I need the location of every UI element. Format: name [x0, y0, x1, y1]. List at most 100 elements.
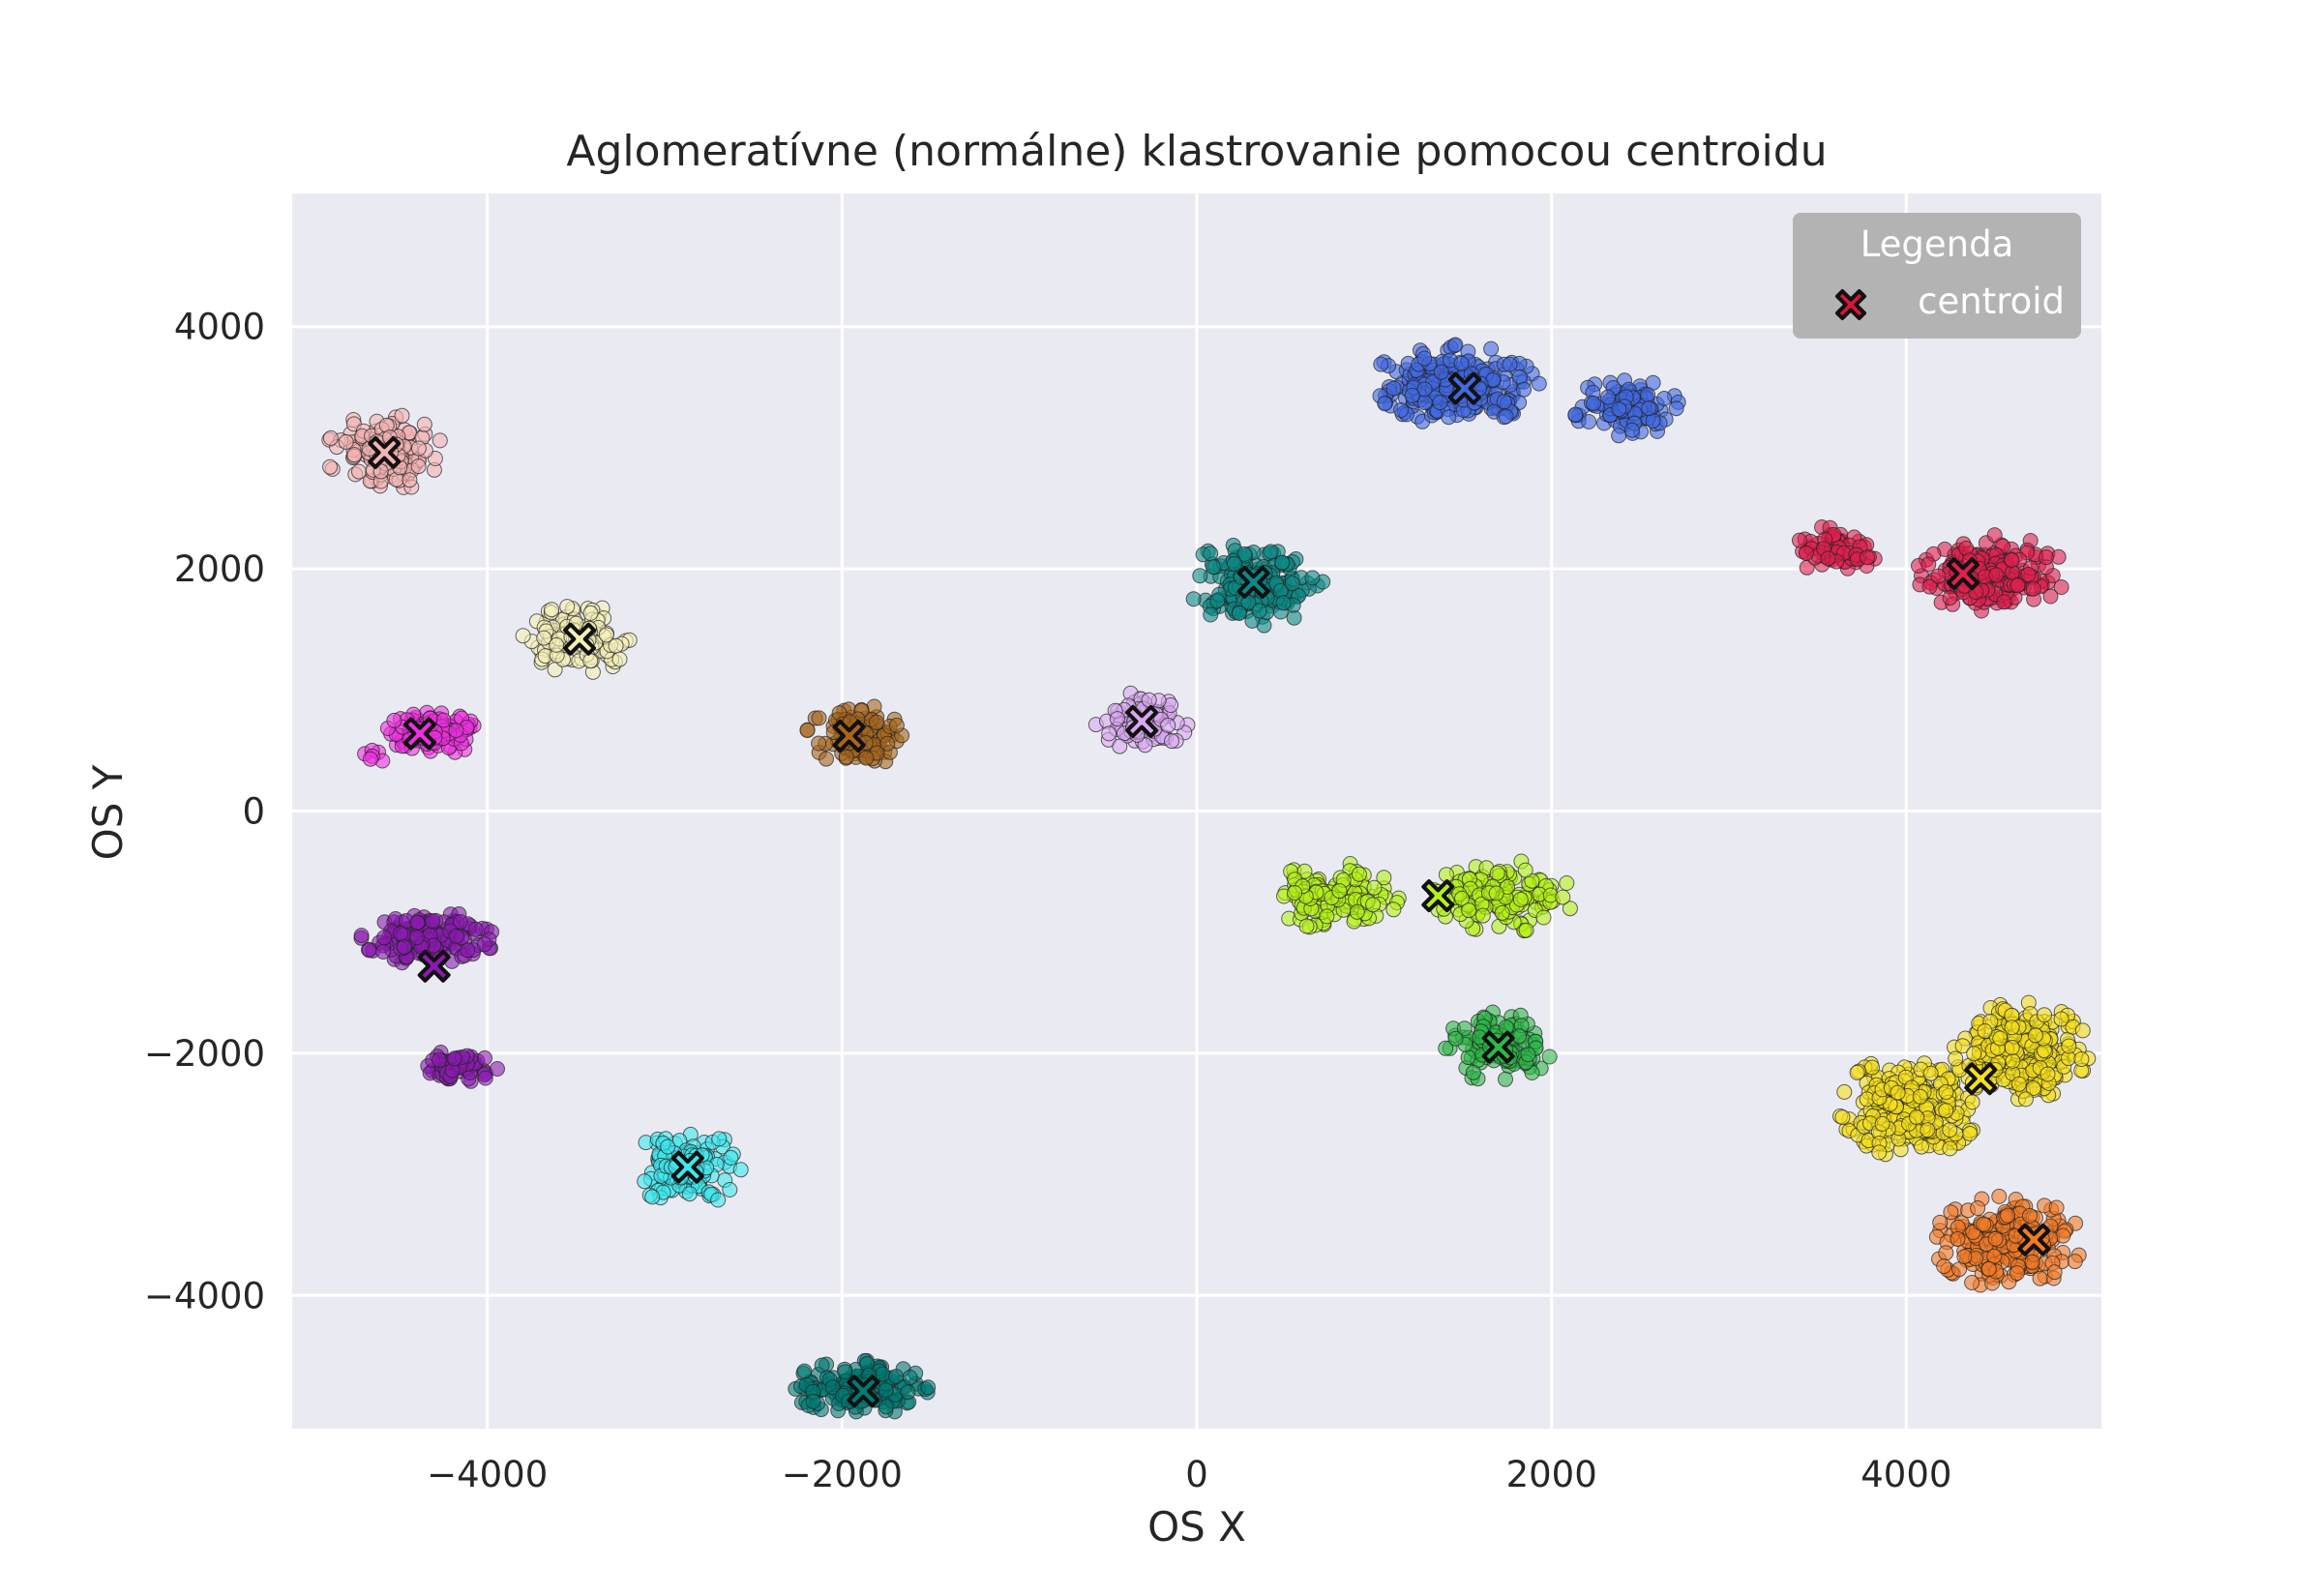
data-point	[1936, 1258, 1952, 1275]
data-point	[1205, 559, 1221, 576]
data-point	[361, 942, 377, 959]
data-point	[1185, 591, 1202, 607]
data-point	[1559, 875, 1575, 891]
data-point	[1791, 532, 1807, 548]
data-point	[2025, 580, 2041, 597]
data-point	[1275, 595, 1292, 611]
data-point	[1251, 603, 1267, 619]
data-point	[1834, 1109, 1851, 1126]
data-point	[1986, 527, 2003, 544]
data-point	[1640, 387, 1656, 403]
data-point	[838, 749, 854, 765]
data-point	[1160, 717, 1176, 733]
data-point	[1991, 1188, 2008, 1204]
data-point	[869, 714, 884, 730]
data-point	[1531, 375, 1547, 392]
data-point	[1668, 400, 1684, 417]
data-point	[902, 1370, 918, 1385]
data-point	[1623, 422, 1640, 438]
data-point	[2027, 1027, 2043, 1044]
data-point	[1871, 1144, 1888, 1161]
data-point	[1385, 901, 1402, 918]
data-point	[920, 1379, 937, 1396]
data-point	[723, 1149, 739, 1166]
data-point	[432, 1051, 448, 1068]
data-point	[1209, 593, 1226, 609]
data-point	[2074, 1022, 2091, 1039]
data-point	[1962, 1126, 1979, 1141]
data-point	[376, 930, 393, 946]
data-point	[2004, 552, 2020, 569]
data-point	[460, 942, 476, 959]
data-point	[837, 1364, 853, 1380]
data-point	[2017, 1091, 2034, 1108]
data-point	[2053, 579, 2069, 595]
data-point	[1377, 396, 1393, 412]
data-point	[1964, 1275, 1980, 1290]
data-point	[477, 1070, 493, 1086]
data-point	[1141, 692, 1157, 708]
data-point	[410, 440, 427, 457]
data-point	[1977, 1023, 1993, 1039]
data-point	[1489, 865, 1505, 881]
data-point	[353, 928, 370, 944]
data-point	[515, 628, 531, 644]
data-point	[1474, 907, 1491, 924]
data-point	[811, 735, 827, 752]
data-point	[2046, 1264, 2063, 1281]
data-point	[1404, 387, 1420, 403]
data-point	[1483, 340, 1500, 357]
data-point	[1950, 1230, 1966, 1247]
data-point	[476, 936, 492, 953]
data-point	[1331, 883, 1348, 900]
data-point	[1349, 903, 1365, 920]
data-point	[711, 1131, 728, 1147]
data-point	[1611, 428, 1627, 444]
data-point	[467, 921, 484, 937]
data-point	[888, 1369, 905, 1385]
data-point	[1980, 1260, 1997, 1277]
data-point	[1996, 594, 2012, 610]
x-axis-label: OS X	[1147, 1503, 1246, 1551]
data-point	[1511, 1028, 1527, 1045]
data-point	[2053, 1011, 2069, 1027]
data-point	[1599, 389, 1616, 405]
data-point	[2009, 577, 2026, 594]
data-point	[1416, 381, 1433, 398]
data-point	[1920, 556, 1937, 573]
data-point	[2055, 1227, 2071, 1244]
data-point	[732, 1162, 749, 1178]
data-point	[1966, 1046, 1982, 1062]
data-point	[1535, 909, 1552, 926]
x-tick-label: −2000	[782, 1454, 903, 1495]
data-point	[1518, 922, 1534, 938]
data-point	[811, 710, 827, 726]
data-point	[1988, 567, 2005, 583]
data-point	[582, 653, 599, 669]
data-point	[1890, 1084, 1906, 1101]
data-point	[1447, 1030, 1464, 1047]
legend-label-centroid: centroid	[1918, 281, 2065, 322]
data-point	[1192, 568, 1208, 584]
data-point	[1908, 1108, 1924, 1125]
data-point	[722, 1182, 738, 1197]
legend-title: Legenda	[1861, 223, 2014, 265]
data-point	[1920, 1122, 1936, 1138]
data-point	[1956, 1249, 1973, 1265]
data-point	[1274, 554, 1291, 571]
data-point	[598, 627, 614, 643]
data-point	[1109, 711, 1125, 727]
data-point	[393, 926, 408, 942]
data-point	[1227, 555, 1242, 572]
data-point	[409, 914, 426, 931]
data-point	[1284, 576, 1300, 592]
data-point	[2073, 1051, 2090, 1067]
data-point	[1922, 1065, 1939, 1081]
data-point	[582, 605, 599, 621]
data-point	[346, 447, 363, 463]
data-point	[1912, 1088, 1928, 1105]
data-point	[1460, 1049, 1476, 1066]
data-point	[1432, 395, 1448, 411]
data-point	[1231, 606, 1247, 621]
